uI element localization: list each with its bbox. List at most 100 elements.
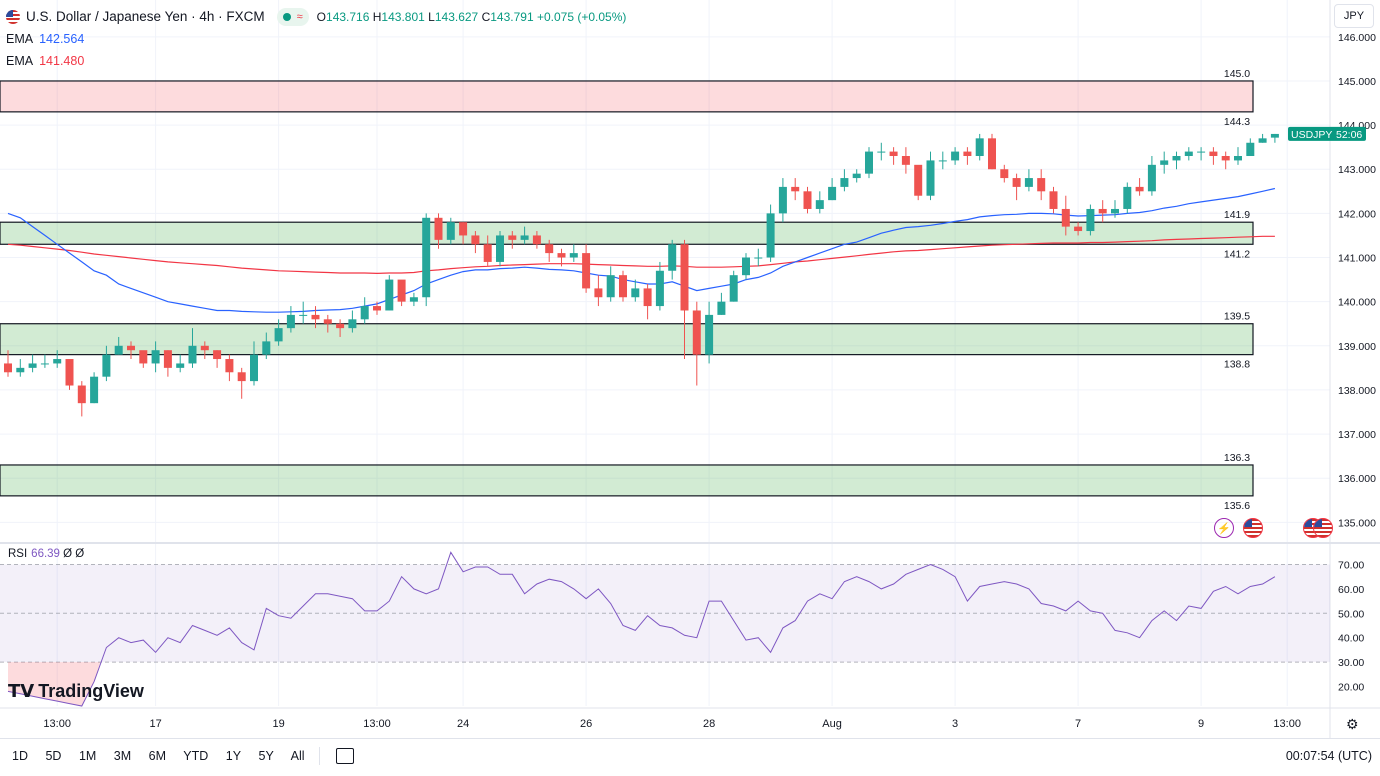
- ohlc-low: 143.627: [434, 10, 479, 24]
- rsi-legend[interactable]: RSI 66.39 Ø Ø: [8, 548, 85, 560]
- zone-green-2: [0, 323, 1254, 356]
- rsi-line: [7, 551, 1276, 707]
- candle-body: [889, 151, 898, 156]
- candle-body: [471, 235, 480, 245]
- timeframe-ytd[interactable]: YTD: [183, 749, 209, 763]
- timeframe-5d[interactable]: 5D: [45, 749, 62, 763]
- candle-body: [1049, 191, 1058, 209]
- candle-body: [975, 138, 984, 156]
- zone-bottom-label: 138.8: [1224, 359, 1250, 371]
- candle-body: [951, 151, 960, 161]
- price-tick-label: 137.000: [1338, 429, 1376, 441]
- price-tick-label: 135.000: [1338, 517, 1376, 529]
- calendar-icon[interactable]: [335, 748, 354, 764]
- zone-bottom-label: 141.2: [1224, 248, 1250, 260]
- candle-body: [742, 257, 750, 276]
- ohlc-high: 143.801: [381, 10, 425, 24]
- candle-body: [28, 363, 37, 368]
- timeframe-5y[interactable]: 5Y: [258, 749, 274, 763]
- candle-body: [852, 173, 861, 179]
- utc-clock[interactable]: 00:07:54 (UTC): [1285, 749, 1372, 763]
- candle-body: [926, 160, 935, 196]
- candle-body: [1197, 151, 1206, 153]
- candle-body: [963, 151, 972, 156]
- candle-body: [619, 275, 627, 298]
- candle-body: [557, 253, 566, 258]
- us-event-flag-icon-3[interactable]: [1313, 518, 1333, 538]
- zone-green-3: [0, 464, 1254, 497]
- timeframe-1m[interactable]: 1M: [78, 749, 97, 763]
- candle-body: [668, 244, 677, 271]
- chart-canvas[interactable]: 145.0 144.3 141.9 141.2 139.5 138.8 136.3 135.6…: [0, 0, 1380, 738]
- ema-fast-legend[interactable]: EMA 142.564: [6, 28, 626, 50]
- time-tick-label: Aug: [822, 718, 842, 730]
- candle-body: [225, 359, 234, 373]
- chart-legend: U.S. Dollar / Japanese Yen · 4h · FXCM ≈…: [6, 6, 626, 72]
- price-badge: [1288, 126, 1366, 141]
- rsi-value: 66.39: [31, 548, 60, 560]
- candle-body: [102, 354, 111, 377]
- lightning-event-icon[interactable]: ⚡: [1214, 518, 1234, 538]
- time-tick-label: 3: [952, 718, 958, 730]
- ema-slow-line: [7, 235, 1275, 275]
- candle-body: [385, 279, 394, 311]
- price-tick-label: 143.000: [1338, 164, 1376, 176]
- candle-body: [213, 350, 222, 360]
- zone-bottom-label: 135.6: [1224, 500, 1250, 512]
- candle-body: [1172, 156, 1181, 161]
- market-status-badge[interactable]: ≈: [276, 8, 309, 26]
- price-tick-label: 139.000: [1338, 341, 1376, 353]
- candle-body: [311, 314, 320, 320]
- time-tick-label: 19: [272, 718, 284, 730]
- candle-body: [680, 244, 689, 311]
- candle-body: [508, 235, 517, 240]
- candle-body: [840, 178, 849, 187]
- timeframe-3m[interactable]: 3M: [113, 749, 132, 763]
- candle-body: [16, 367, 25, 373]
- candle-body: [1098, 208, 1107, 214]
- ema-fast-line: [7, 187, 1276, 313]
- time-tick-label: 13:00: [1273, 718, 1301, 730]
- timeframe-6m[interactable]: 6M: [148, 749, 167, 763]
- candle-body: [545, 244, 554, 254]
- candle-body: [791, 186, 800, 192]
- zone-red-0: [0, 80, 1254, 113]
- time-tick-label: 13:00: [43, 718, 71, 730]
- price-tick-label: 142.000: [1338, 208, 1376, 220]
- timeframe-1y[interactable]: 1Y: [225, 749, 242, 763]
- candle-body: [988, 138, 996, 170]
- candle-body: [77, 385, 86, 404]
- candle-body: [803, 191, 812, 209]
- rsi-tick-label: 50.00: [1338, 608, 1364, 620]
- candle-body: [286, 314, 295, 329]
- candle-body: [483, 244, 492, 262]
- candle-body: [1037, 178, 1046, 192]
- us-event-flag-icon[interactable]: [1243, 518, 1263, 538]
- candle-body: [4, 363, 12, 373]
- zone-top-label: 136.3: [1224, 452, 1250, 464]
- gear-icon[interactable]: ⚙: [1346, 716, 1359, 732]
- candle-body: [1184, 151, 1193, 156]
- symbol-title[interactable]: U.S. Dollar / Japanese Yen · 4h · FXCM: [26, 9, 265, 24]
- candle-body: [1012, 178, 1021, 187]
- rsi-tick-label: 30.00: [1338, 657, 1364, 669]
- candle-body: [717, 301, 726, 315]
- candle-body: [631, 288, 640, 298]
- candle-body: [1234, 156, 1242, 161]
- tradingview-logo[interactable]: 𝗧𝗩 TradingView: [8, 681, 144, 701]
- candle-body: [1160, 160, 1169, 165]
- candle-body: [127, 345, 135, 351]
- candle-body: [877, 151, 886, 153]
- candle-body: [1024, 178, 1033, 187]
- wave-icon: ≈: [296, 11, 303, 23]
- price-badge-symbol: USDJPY: [1291, 129, 1332, 141]
- currency-button[interactable]: JPY: [1334, 4, 1374, 28]
- candle-body: [1209, 151, 1218, 156]
- candle-body: [1258, 138, 1267, 143]
- rsi-extra: Ø Ø: [63, 548, 85, 560]
- ema-slow-legend[interactable]: EMA 141.480: [6, 50, 626, 72]
- time-tick-label: 17: [149, 718, 161, 730]
- timeframe-all[interactable]: All: [290, 749, 305, 763]
- timeframe-1d[interactable]: 1D: [12, 749, 28, 763]
- candle-body: [569, 253, 578, 258]
